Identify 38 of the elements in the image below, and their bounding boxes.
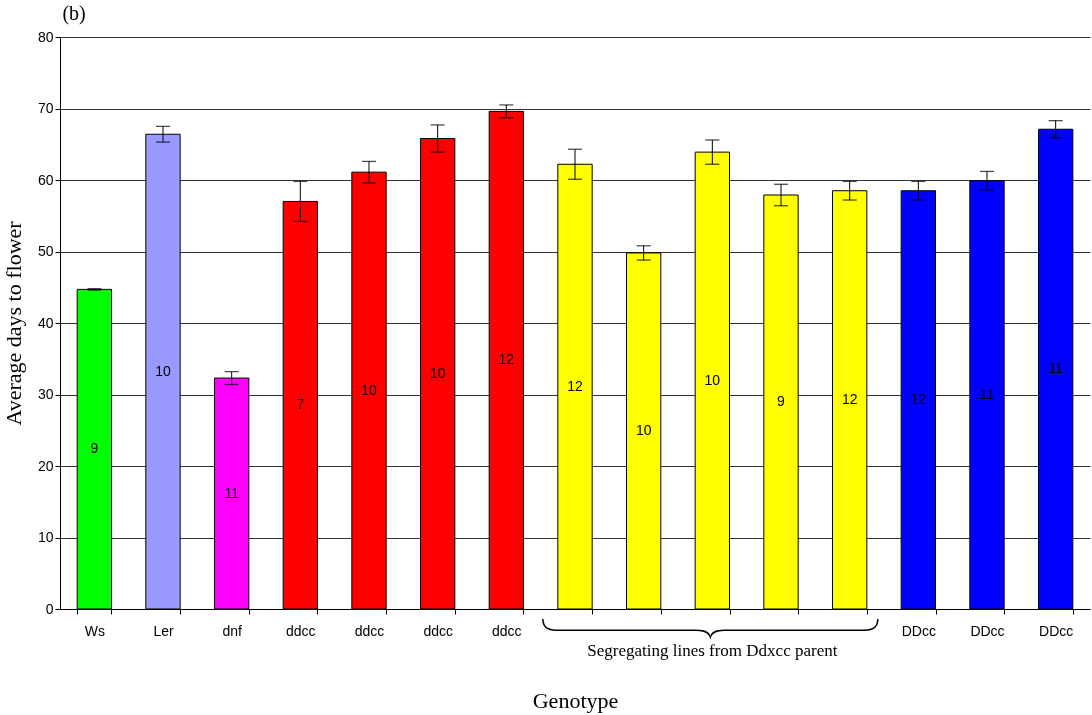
x-tick-label: ddcc [354, 622, 385, 639]
y-tick-label: 40 [37, 314, 54, 331]
annotation: 12 [910, 390, 927, 407]
y-tick-label: 0 [45, 600, 54, 617]
annotation: 11 [224, 484, 240, 501]
annotation: 12 [567, 377, 583, 394]
x-axis-title: Genotype [532, 687, 619, 713]
annotation: 11 [1048, 360, 1064, 377]
y-tick-label: 10 [37, 529, 54, 545]
annotation: 10 [704, 371, 721, 388]
x-tick-label: ddcc [492, 622, 522, 639]
y-tick-label: 50 [37, 243, 54, 259]
chart-title: (b) [62, 2, 86, 25]
y-tick-label: 80 [37, 28, 54, 45]
text: Segregating lines from Ddxcc parent [587, 641, 838, 660]
annotation: 10 [429, 364, 446, 381]
annotation: 10 [155, 362, 171, 379]
y-tick-label: 60 [37, 171, 54, 188]
annotation: 12 [498, 351, 515, 368]
y-tick-label: 70 [37, 100, 54, 116]
x-tick-label: DDcc [1039, 622, 1074, 639]
x-tick-label: dnf [222, 622, 242, 639]
y-tick-label: 20 [37, 457, 54, 474]
annotation: 9 [90, 440, 99, 457]
x-tick-label: Ws [84, 622, 105, 639]
annotation: 10 [361, 381, 377, 398]
x-tick-label: Ler [153, 622, 174, 639]
x-tick-label: ddcc [286, 622, 316, 639]
y-axis-title: Average days to flower [0, 220, 26, 426]
annotation: 7 [296, 396, 305, 413]
annotation: 10 [635, 421, 652, 438]
x-tick-label: DDcc [901, 622, 936, 639]
x-tick-label: DDcc [970, 622, 1005, 639]
x-tick-label: ddcc [423, 622, 453, 639]
annotation: 11 [979, 385, 995, 402]
annotation: 9 [777, 393, 786, 410]
annotation: 12 [841, 390, 858, 407]
y-tick-label: 30 [37, 386, 54, 402]
